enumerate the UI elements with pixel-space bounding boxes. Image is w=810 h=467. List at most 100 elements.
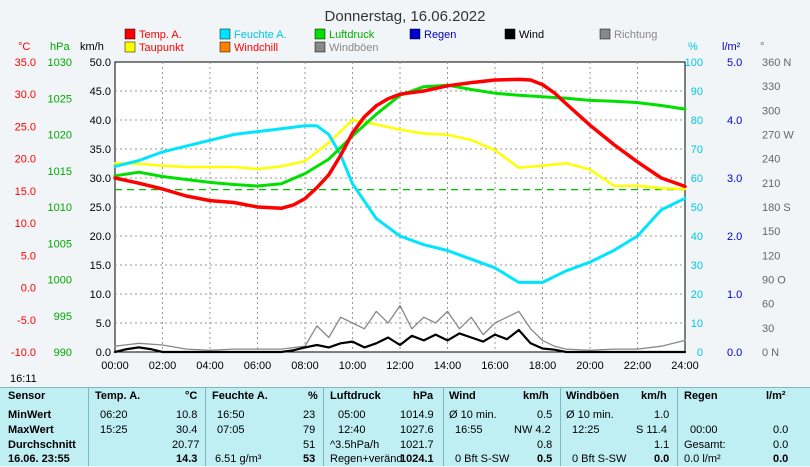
x-axis-tick: 16:00	[481, 360, 509, 372]
direction-axis-tick: 0 N	[762, 347, 779, 359]
temp-max-time: 15:25	[100, 424, 128, 436]
table-row-max: MaxWert 15:25 30.4 07:05 79 12:40 1027.6…	[0, 422, 810, 438]
humidity-current-value: 53	[303, 453, 316, 465]
pressure-max-value: 1027.6	[400, 424, 434, 436]
rain-axis-tick: 1.0	[727, 289, 742, 301]
direction-axis-tick: 60	[762, 299, 774, 311]
header-rain-unit: l/m²	[766, 390, 786, 402]
humidity-axis-tick: 100	[685, 57, 703, 69]
x-axis-tick: 22:00	[624, 360, 652, 372]
rain-axis-tick: 2.0	[727, 231, 742, 243]
header-gust: Windböen	[566, 390, 620, 402]
legend-swatch	[314, 28, 326, 40]
pressure-axis-tick: 1010	[48, 202, 72, 214]
wind-axis-tick: 5.0	[96, 318, 111, 330]
wind-axis-tick: 20.0	[90, 231, 111, 243]
x-axis-tick: 08:00	[291, 360, 319, 372]
gust-max-time: 12:25	[572, 424, 600, 436]
humidity-axis-tick: 0	[697, 347, 703, 359]
header-gust-unit: km/h	[641, 390, 667, 402]
wind-axis-tick: 15.0	[90, 260, 111, 272]
gust-avg-value: 1.1	[654, 439, 670, 451]
pressure-axis-tick: 1005	[48, 238, 72, 250]
axis-tick-labels: 35.0 30.0 25.0 20.0 15.0 10.0 5.0 0.0 -5.0 -10.0 1…	[11, 57, 794, 372]
header-temp-unit: °C	[185, 390, 198, 402]
chart-series	[113, 77, 687, 354]
rain-axis-tick: 4.0	[727, 115, 742, 127]
chart-legend: Temp. A. Feuchte A. Luftdruck Regen Wind Rich…	[124, 28, 657, 54]
temp-axis-tick: 30.0	[15, 89, 36, 101]
pressure-axis-tick: 1000	[48, 275, 72, 287]
row-label: MaxWert	[8, 424, 54, 436]
pressure-avg-value: 1021.7	[400, 439, 434, 451]
rain-axis-tick: 5.0	[727, 57, 742, 69]
timestamp: 16:11	[10, 373, 37, 385]
direction-axis-tick: 330	[762, 81, 780, 93]
temp-axis-tick: 25.0	[15, 121, 36, 133]
temp-axis-tick: 35.0	[15, 57, 36, 69]
rain-current-desc: 0.0 l/m²	[684, 453, 721, 465]
legend-swatch	[599, 28, 611, 40]
row-label: Durchschnitt	[8, 439, 76, 451]
legend-label: Wind	[519, 29, 544, 41]
pressure-axis-tick: 1025	[48, 93, 72, 105]
gust-min-desc: Ø 10 min.	[566, 409, 614, 421]
temp-unit-label: °C	[18, 41, 30, 53]
legend-swatch	[409, 28, 421, 40]
x-axis-tick: 14:00	[434, 360, 462, 372]
row-label: MinWert	[8, 409, 52, 421]
x-axis-tick: 00:00	[101, 360, 129, 372]
header-pressure-unit: hPa	[413, 390, 434, 402]
header-rain: Regen	[684, 390, 718, 402]
wind-axis-tick: 45.0	[90, 86, 111, 98]
pressure-current-value: 1024.1	[400, 453, 434, 465]
direction-axis-tick: 270 W	[762, 130, 794, 142]
rain-max-time: 00:00	[690, 424, 718, 436]
wind-max-dir: NW 4.2	[514, 424, 551, 436]
pressure-min-value: 1014.9	[400, 409, 434, 421]
humidity-max-time: 07:05	[217, 424, 245, 436]
humidity-min-time: 16:50	[217, 409, 245, 421]
legend-swatch	[219, 41, 231, 53]
column-separator	[677, 388, 678, 466]
legend-label: Temp. A.	[139, 29, 182, 41]
wind-axis-tick: 40.0	[90, 115, 111, 127]
x-axis-tick: 18:00	[529, 360, 557, 372]
wind-axis-tick: 25.0	[90, 202, 111, 214]
wind-min-desc: Ø 10 min.	[449, 409, 497, 421]
rain-current-value: 0.0	[773, 453, 789, 465]
row-label: 16.06. 23:55	[8, 453, 70, 465]
series-line-wind	[113, 328, 687, 354]
temp-axis-tick: 5.0	[21, 250, 36, 262]
wind-axis-tick: 0.0	[96, 347, 111, 359]
header-wind-unit: km/h	[523, 390, 549, 402]
direction-axis-tick: 210	[762, 178, 780, 190]
humidity-axis-tick: 60	[691, 173, 703, 185]
temp-axis-tick: 15.0	[15, 186, 36, 198]
humidity-axis-tick: 90	[691, 86, 703, 98]
table-row-min: MinWert 06:20 10.8 16:50 23 05:00 1014.9…	[0, 407, 810, 423]
humidity-axis-tick: 10	[691, 318, 703, 330]
pressure-unit-label: hPa	[50, 41, 70, 53]
direction-axis-tick: 150	[762, 226, 780, 238]
humidity-axis-tick: 40	[691, 231, 703, 243]
rain-total-value: 0.0	[773, 439, 789, 451]
direction-axis-tick: 90 O	[762, 275, 786, 287]
humidity-max-value: 79	[303, 424, 316, 436]
temp-min-value: 10.8	[176, 409, 198, 421]
pressure-max-time: 12:40	[338, 424, 366, 436]
x-axis-tick: 20:00	[576, 360, 604, 372]
humidity-axis-tick: 30	[691, 260, 703, 272]
humidity-abs: 6.51 g/m³	[215, 453, 262, 465]
header-sensor: Sensor	[8, 390, 46, 402]
wind-axis-tick: 30.0	[90, 173, 111, 185]
wind-axis-tick: 50.0	[90, 57, 111, 69]
pressure-axis-tick: 1015	[48, 166, 72, 178]
legend-label: Feuchte A.	[234, 29, 287, 41]
humidity-unit-label: %	[688, 41, 698, 53]
legend-label: Taupunkt	[139, 42, 184, 54]
column-separator	[88, 388, 89, 466]
legend-label: Windböen	[329, 42, 379, 54]
humidity-axis-tick: 20	[691, 289, 703, 301]
direction-axis-tick: 30	[762, 323, 774, 335]
